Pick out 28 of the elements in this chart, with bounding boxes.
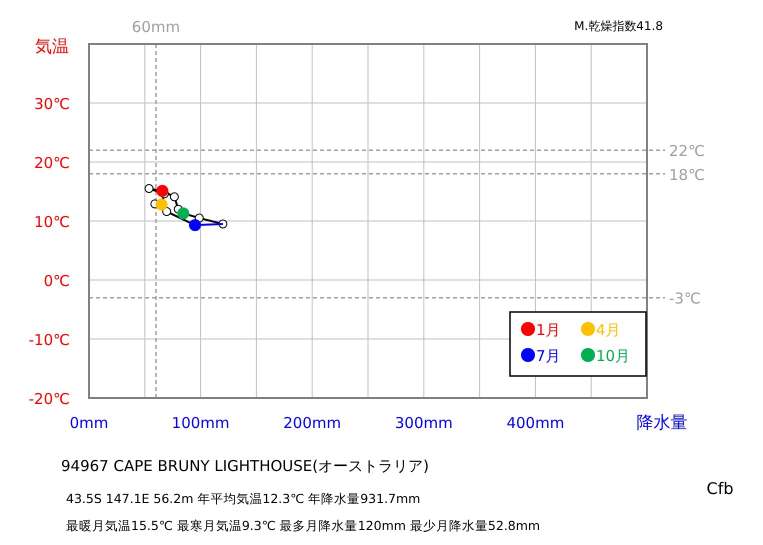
ref-line-label: 22℃ (669, 142, 705, 160)
legend-label: 7月 (536, 347, 561, 365)
y-tick-label: 10℃ (34, 213, 70, 231)
y-tick-label: -20℃ (28, 390, 70, 408)
text: M.乾燥指数41.8 (574, 19, 663, 33)
text: 最暖月気温15.5℃ 最寒月気温9.3℃ 最多月降水量120mm 最少月降水量52.8mm (66, 518, 540, 533)
x-axis-title: 降水量 (636, 413, 688, 433)
text: 94967 CAPE BRUNY LIGHTHOUSE(オーストラリア) (61, 457, 429, 475)
legend-label: 10月 (596, 347, 630, 365)
y-tick-label: 30℃ (34, 95, 70, 113)
y-tick-label: 0℃ (44, 272, 70, 290)
ref-line-label: 60mm (132, 18, 180, 36)
ref-line-label: -3℃ (669, 290, 701, 308)
legend-label: 1月 (536, 321, 561, 339)
x-tick-label: 200mm (283, 414, 342, 432)
y-axis-title: 気温 (35, 37, 69, 57)
x-tick-label: 300mm (394, 414, 453, 432)
y-tick-label: 20℃ (34, 154, 70, 172)
text: Cfb (706, 479, 734, 498)
y-tick-label: -10℃ (28, 331, 70, 349)
point (144, 184, 154, 194)
text: 43.5S 147.1E 56.2m 年平均気温12.3℃ 年降水量931.7mm (66, 491, 420, 506)
x-tick-label: 400mm (506, 414, 564, 432)
point (170, 192, 179, 202)
x-tick-label: 0mm (70, 414, 108, 432)
ref-line-label: 18℃ (669, 166, 705, 184)
x-tick-label: 100mm (172, 414, 230, 432)
legend-label: 4月 (596, 321, 621, 339)
